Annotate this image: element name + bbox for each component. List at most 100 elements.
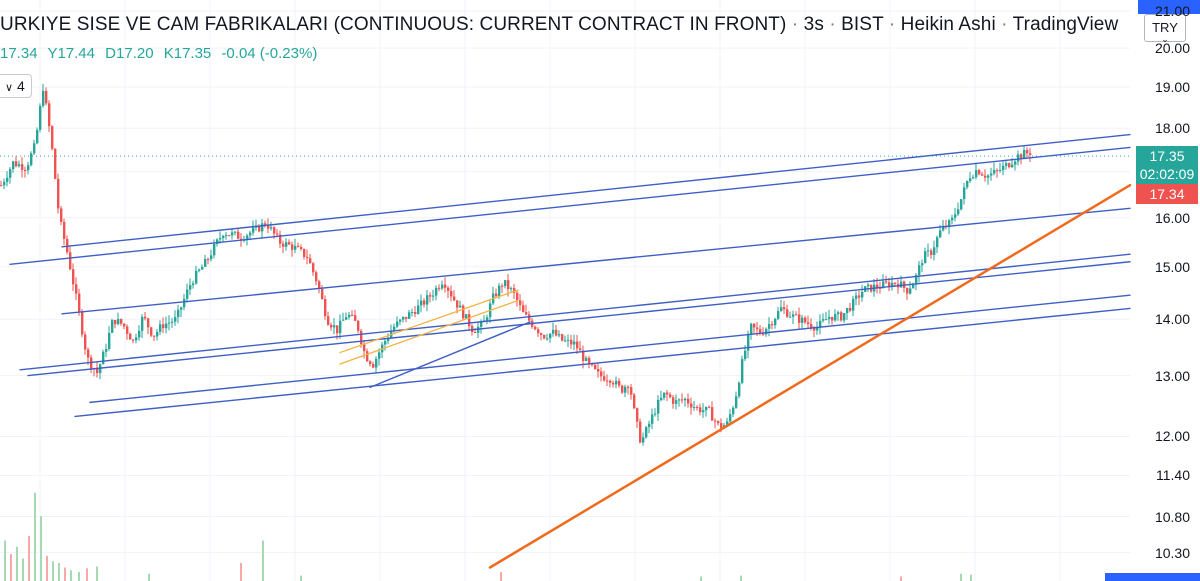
candle-down <box>1020 154 1023 159</box>
candle-down <box>984 175 987 178</box>
ohlc-open: 17.34 <box>0 45 38 62</box>
orange-trendline <box>488 183 1132 569</box>
candle-up <box>735 396 738 408</box>
blue-trendline <box>89 294 1131 404</box>
candle-up <box>159 324 162 332</box>
candle-up <box>768 324 771 329</box>
candle-up <box>285 242 288 247</box>
candle-up <box>399 319 402 322</box>
candle-down <box>162 324 165 329</box>
currency-label: TRY <box>1152 20 1178 35</box>
candle-up <box>33 143 36 154</box>
candle-down <box>123 323 126 327</box>
candle-down <box>321 288 324 300</box>
candle-down <box>336 325 339 334</box>
candle-up <box>261 223 264 232</box>
candle-down <box>696 407 699 409</box>
candle-down <box>981 174 984 176</box>
candle-down <box>507 280 510 290</box>
candle-down <box>369 361 372 365</box>
candle-down <box>315 272 318 282</box>
price-tick-label: 14.00 <box>1154 311 1190 328</box>
ohlc-close: K17.35 <box>163 45 212 62</box>
candle-up <box>765 328 768 335</box>
candle-down <box>48 103 51 127</box>
candle-up <box>252 227 255 233</box>
candle-up <box>921 263 924 266</box>
candle-down <box>276 233 279 235</box>
price-tick-label: 15.00 <box>1154 258 1190 275</box>
candle-down <box>306 256 309 259</box>
indicators-collapse-button[interactable]: ∨ 4 <box>0 74 32 98</box>
candle-up <box>234 231 237 233</box>
last-price-value: 17.35 <box>1149 148 1185 165</box>
candle-up <box>201 266 204 270</box>
candle-up <box>642 437 645 443</box>
currency-button[interactable]: TRY ⌄ <box>1144 14 1186 44</box>
candle-down <box>570 339 573 345</box>
candle-up <box>246 235 249 240</box>
candle-down <box>528 314 531 321</box>
chart-title: URKIYE SISE VE CAM FABRIKALARI (CONTINUO… <box>0 14 1118 42</box>
price-tick-label: 16.00 <box>1154 209 1190 226</box>
candle-down <box>291 244 294 250</box>
yellow-trendline <box>339 299 519 365</box>
candle-down <box>849 308 852 311</box>
chart-style-label[interactable]: Heikin Ashi <box>900 14 996 35</box>
candle-up <box>6 177 9 182</box>
candle-up <box>732 407 735 415</box>
candle-down <box>522 305 525 313</box>
candle-down <box>453 296 456 301</box>
candle-up <box>558 334 561 336</box>
candle-up <box>909 288 912 294</box>
candle-up <box>615 380 618 385</box>
candle-down <box>840 312 843 321</box>
candle-down <box>75 284 78 294</box>
blue-trendline <box>9 146 1131 265</box>
candle-up <box>663 392 666 398</box>
candle-down <box>579 348 582 351</box>
candle-down <box>15 161 18 167</box>
candle-up <box>942 225 945 231</box>
candle-down <box>423 300 426 305</box>
candle-up <box>42 90 45 106</box>
candle-down <box>618 380 621 386</box>
candle-down <box>45 90 48 104</box>
candle-down <box>363 343 366 352</box>
candle-down <box>543 334 546 339</box>
candle-up <box>747 334 750 351</box>
candle-up <box>504 280 507 287</box>
candle-up <box>546 338 549 340</box>
candle-up <box>219 238 222 240</box>
candle-up <box>408 312 411 319</box>
candle-up <box>432 295 435 297</box>
candle-up <box>141 316 144 331</box>
candle-down <box>720 423 723 429</box>
candle-down <box>51 126 54 149</box>
candle-up <box>171 321 174 323</box>
candle-up <box>105 349 108 352</box>
candle-down <box>312 263 315 273</box>
candle-down <box>72 269 75 285</box>
interval-label[interactable]: 3s <box>803 14 824 35</box>
candle-down <box>783 307 786 310</box>
candle-up <box>789 316 792 318</box>
candles <box>0 83 1032 446</box>
candle-down <box>237 231 240 239</box>
candle-up <box>477 326 480 333</box>
candle-up <box>648 423 651 428</box>
candle-up <box>177 309 180 318</box>
candle-up <box>975 170 978 178</box>
candle-down <box>888 282 891 288</box>
candle-down <box>978 170 981 175</box>
candle-up <box>552 329 555 334</box>
volume-bar <box>148 573 150 581</box>
candle-down <box>324 299 327 317</box>
candle-down <box>687 398 690 404</box>
volume-bar <box>52 561 54 581</box>
candle-down <box>540 333 543 335</box>
candle-down <box>63 221 66 239</box>
candle-down <box>759 329 762 334</box>
candle-down <box>150 327 153 336</box>
